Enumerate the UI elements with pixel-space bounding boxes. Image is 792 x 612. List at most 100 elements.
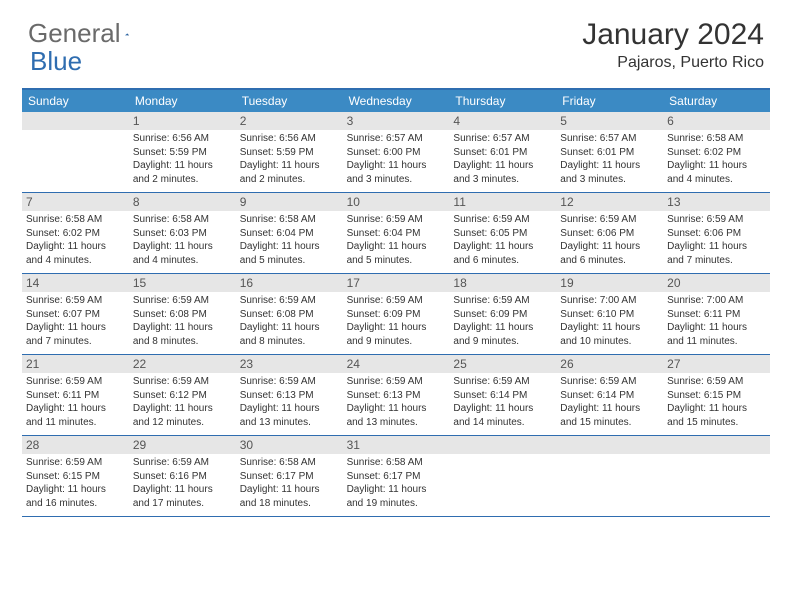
day-cell: [449, 436, 556, 516]
info-sunset: Sunset: 6:13 PM: [240, 389, 339, 403]
day-number: 6: [663, 112, 770, 130]
info-daylight1: Daylight: 11 hours: [667, 321, 766, 335]
info-daylight2: and 8 minutes.: [240, 335, 339, 349]
day-info: Sunrise: 6:56 AMSunset: 5:59 PMDaylight:…: [240, 132, 339, 186]
info-sunset: Sunset: 6:12 PM: [133, 389, 232, 403]
day-number-empty: [22, 112, 129, 130]
day-cell: 15Sunrise: 6:59 AMSunset: 6:08 PMDayligh…: [129, 274, 236, 354]
day-cell: 6Sunrise: 6:58 AMSunset: 6:02 PMDaylight…: [663, 112, 770, 192]
logo-icon: [125, 24, 130, 44]
day-cell: 14Sunrise: 6:59 AMSunset: 6:07 PMDayligh…: [22, 274, 129, 354]
day-header: Tuesday: [236, 90, 343, 112]
day-number: 8: [129, 193, 236, 211]
info-sunset: Sunset: 6:11 PM: [667, 308, 766, 322]
info-daylight2: and 3 minutes.: [560, 173, 659, 187]
day-number: 1: [129, 112, 236, 130]
day-number: 10: [343, 193, 450, 211]
info-sunset: Sunset: 6:16 PM: [133, 470, 232, 484]
info-daylight2: and 11 minutes.: [26, 416, 125, 430]
info-daylight1: Daylight: 11 hours: [667, 240, 766, 254]
day-header-row: Sunday Monday Tuesday Wednesday Thursday…: [22, 90, 770, 112]
day-header: Sunday: [22, 90, 129, 112]
day-info: Sunrise: 7:00 AMSunset: 6:11 PMDaylight:…: [667, 294, 766, 348]
info-sunset: Sunset: 6:15 PM: [667, 389, 766, 403]
day-cell: 13Sunrise: 6:59 AMSunset: 6:06 PMDayligh…: [663, 193, 770, 273]
info-daylight1: Daylight: 11 hours: [133, 240, 232, 254]
logo-word2: Blue: [30, 46, 82, 77]
info-daylight2: and 9 minutes.: [453, 335, 552, 349]
info-daylight1: Daylight: 11 hours: [240, 483, 339, 497]
info-sunset: Sunset: 6:04 PM: [240, 227, 339, 241]
info-daylight1: Daylight: 11 hours: [347, 321, 446, 335]
day-cell: 20 Sunrise: 7:00 AMSunset: 6:11 PMDayligh…: [663, 274, 770, 354]
info-daylight2: and 6 minutes.: [453, 254, 552, 268]
info-sunset: Sunset: 6:13 PM: [347, 389, 446, 403]
day-number: 3: [343, 112, 450, 130]
week-row: 7Sunrise: 6:58 AMSunset: 6:02 PMDaylight…: [22, 193, 770, 274]
info-daylight1: Daylight: 11 hours: [560, 402, 659, 416]
info-daylight2: and 5 minutes.: [347, 254, 446, 268]
info-daylight2: and 3 minutes.: [453, 173, 552, 187]
info-sunrise: Sunrise: 6:59 AM: [667, 375, 766, 389]
info-sunset: Sunset: 6:02 PM: [667, 146, 766, 160]
day-info: Sunrise: 6:59 AMSunset: 6:07 PMDaylight:…: [26, 294, 125, 348]
info-daylight1: Daylight: 11 hours: [667, 159, 766, 173]
info-sunrise: Sunrise: 7:00 AM: [560, 294, 659, 308]
day-cell: 26Sunrise: 6:59 AMSunset: 6:14 PMDayligh…: [556, 355, 663, 435]
info-daylight2: and 4 minutes.: [667, 173, 766, 187]
day-number: 20: [663, 274, 770, 292]
day-info: Sunrise: 6:59 AMSunset: 6:15 PMDaylight:…: [26, 456, 125, 510]
day-number: 23: [236, 355, 343, 373]
day-number: 24: [343, 355, 450, 373]
day-cell: 8 Sunrise: 6:58 AMSunset: 6:03 PMDaylight…: [129, 193, 236, 273]
day-info: Sunrise: 6:59 AMSunset: 6:14 PMDaylight:…: [453, 375, 552, 429]
day-info: Sunrise: 6:59 AMSunset: 6:09 PMDaylight:…: [347, 294, 446, 348]
info-sunset: Sunset: 6:11 PM: [26, 389, 125, 403]
day-cell: 22Sunrise: 6:59 AMSunset: 6:12 PMDayligh…: [129, 355, 236, 435]
week-row: 21Sunrise: 6:59 AMSunset: 6:11 PMDayligh…: [22, 355, 770, 436]
day-number: 13: [663, 193, 770, 211]
day-info: Sunrise: 6:59 AMSunset: 6:04 PMDaylight:…: [347, 213, 446, 267]
calendar: Sunday Monday Tuesday Wednesday Thursday…: [22, 88, 770, 517]
info-sunset: Sunset: 6:02 PM: [26, 227, 125, 241]
day-number: 4: [449, 112, 556, 130]
info-sunrise: Sunrise: 6:59 AM: [453, 375, 552, 389]
day-number: 2: [236, 112, 343, 130]
day-cell: 11Sunrise: 6:59 AMSunset: 6:05 PMDayligh…: [449, 193, 556, 273]
day-cell: [22, 112, 129, 192]
day-info: Sunrise: 6:56 AMSunset: 5:59 PMDaylight:…: [133, 132, 232, 186]
info-sunrise: Sunrise: 6:56 AM: [133, 132, 232, 146]
day-info: Sunrise: 7:00 AMSunset: 6:10 PMDaylight:…: [560, 294, 659, 348]
info-sunset: Sunset: 6:10 PM: [560, 308, 659, 322]
info-sunset: Sunset: 6:14 PM: [560, 389, 659, 403]
day-cell: 1 Sunrise: 6:56 AMSunset: 5:59 PMDaylight…: [129, 112, 236, 192]
info-sunrise: Sunrise: 6:59 AM: [240, 375, 339, 389]
info-sunset: Sunset: 6:01 PM: [560, 146, 659, 160]
info-daylight2: and 3 minutes.: [347, 173, 446, 187]
day-info: Sunrise: 6:58 AMSunset: 6:03 PMDaylight:…: [133, 213, 232, 267]
info-daylight1: Daylight: 11 hours: [667, 402, 766, 416]
day-cell: 5Sunrise: 6:57 AMSunset: 6:01 PMDaylight…: [556, 112, 663, 192]
info-sunrise: Sunrise: 6:58 AM: [347, 456, 446, 470]
info-sunrise: Sunrise: 6:59 AM: [133, 375, 232, 389]
info-daylight1: Daylight: 11 hours: [453, 240, 552, 254]
day-cell: 2 Sunrise: 6:56 AMSunset: 5:59 PMDaylight…: [236, 112, 343, 192]
info-daylight2: and 4 minutes.: [133, 254, 232, 268]
info-daylight1: Daylight: 11 hours: [453, 159, 552, 173]
day-cell: 29Sunrise: 6:59 AMSunset: 6:16 PMDayligh…: [129, 436, 236, 516]
info-daylight2: and 7 minutes.: [667, 254, 766, 268]
day-number: 26: [556, 355, 663, 373]
info-sunset: Sunset: 6:06 PM: [667, 227, 766, 241]
day-cell: 17Sunrise: 6:59 AMSunset: 6:09 PMDayligh…: [343, 274, 450, 354]
day-number-empty: [663, 436, 770, 454]
day-info: Sunrise: 6:59 AMSunset: 6:12 PMDaylight:…: [133, 375, 232, 429]
info-daylight1: Daylight: 11 hours: [453, 321, 552, 335]
info-sunset: Sunset: 6:07 PM: [26, 308, 125, 322]
info-sunset: Sunset: 6:06 PM: [560, 227, 659, 241]
info-daylight2: and 18 minutes.: [240, 497, 339, 511]
location: Pajaros, Puerto Rico: [582, 54, 764, 72]
info-daylight1: Daylight: 11 hours: [26, 483, 125, 497]
info-sunset: Sunset: 6:14 PM: [453, 389, 552, 403]
info-sunset: Sunset: 6:04 PM: [347, 227, 446, 241]
info-daylight1: Daylight: 11 hours: [240, 321, 339, 335]
